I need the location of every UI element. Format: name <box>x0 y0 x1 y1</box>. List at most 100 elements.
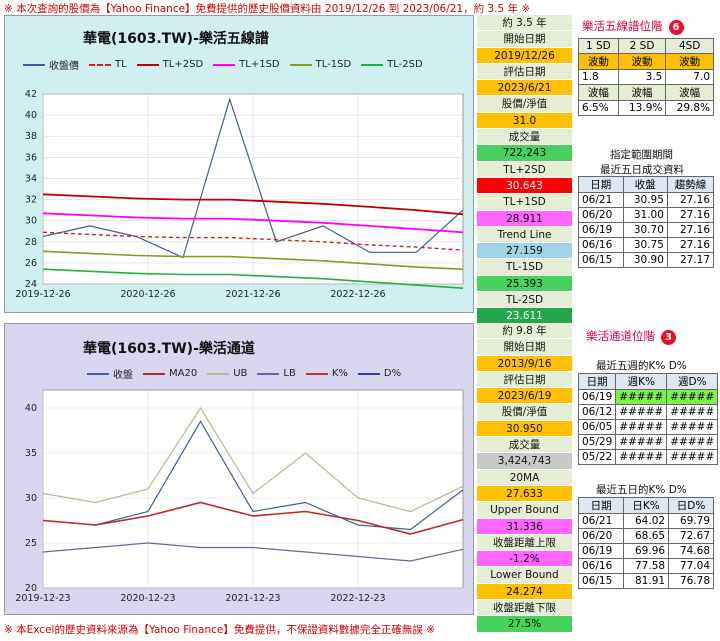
table-header: 日期 <box>577 497 625 514</box>
table-cell: 05/29 <box>577 434 617 450</box>
table-cell: 77.04 <box>668 558 714 574</box>
table-row: 06/21 30.95 27.16 <box>578 192 715 208</box>
five-line-info-cell: 股價/淨值 <box>477 96 572 113</box>
daily-kd-table: 日期 日K% 日D% 06/21 64.02 69.79 06/20 68.65 72.67 06… <box>577 497 714 589</box>
channel-level-title: 樂活通道位階 3 <box>586 328 676 345</box>
table-cell: ##### <box>615 419 668 435</box>
table-cell: 06/16 <box>578 237 624 253</box>
table-cell: 06/19 <box>578 222 624 238</box>
table-cell: 06/19 <box>577 389 617 405</box>
table-cell: ##### <box>666 449 719 465</box>
series-TL-1SD <box>42 250 464 270</box>
five-line-info-cell: 30.643 <box>477 177 572 195</box>
y-tick-label: 20 <box>25 583 37 594</box>
channel-info-cell: 開始日期 <box>477 339 572 356</box>
channel-info-cell: 27.633 <box>477 485 572 503</box>
y-tick-label: 34 <box>25 173 37 184</box>
table-row: 06/21 64.02 69.79 <box>577 513 714 529</box>
five-line-info-cell: 開始日期 <box>477 31 572 48</box>
five-line-info-cell: 25.393 <box>477 275 572 293</box>
channel-info-cell: 股價/淨值 <box>477 404 572 421</box>
series-收盤價 <box>42 97 464 259</box>
table-row: 06/20 68.65 72.67 <box>577 528 714 544</box>
channel-level-badge: 3 <box>661 330 676 345</box>
table-cell: 27.17 <box>666 252 715 268</box>
table-cell: 69.96 <box>623 543 670 559</box>
channel-info-cell: 評估日期 <box>477 371 572 389</box>
channel-info-column: 約 9.8 年開始日期 2013/9/16 評估日期 2023/6/19 股價/淨值 30… <box>477 323 572 633</box>
weekly-kd-title: 最近五週的K% D% <box>596 360 687 372</box>
series-MA20 <box>42 501 464 535</box>
five-line-chart: 華電(1603.TW)-樂活五線譜 收盤價 TL TL+2SD TL+1SD T… <box>4 15 474 313</box>
x-tick-label: 2021-12-23 <box>225 593 280 604</box>
chart2-title: 華電(1603.TW)-樂活通道 <box>83 341 255 357</box>
bottom-note: ※ 本Excel的歷史資料來源為【Yahoo Finance】免費提供，不保證資… <box>4 624 435 636</box>
legend-close: 收盤價 <box>23 57 79 72</box>
channel-info-cell: 成交量 <box>477 437 572 454</box>
legend-lb: LB <box>257 368 296 379</box>
channel-info-cell: Upper Bound <box>477 502 572 519</box>
table-cell: 06/20 <box>578 207 624 223</box>
table-cell: 30.90 <box>622 252 668 268</box>
five-line-info-cell: TL-1SD <box>477 259 572 276</box>
table-cell: 72.67 <box>668 528 714 544</box>
channel-info-cell: 2023/6/19 <box>477 388 572 405</box>
channel-info-cell: 31.336 <box>477 518 572 535</box>
table-row: 06/19 30.70 27.16 <box>578 222 715 238</box>
table-cell: 27.16 <box>666 192 715 208</box>
channel-info-cell: 收盤距離上限 <box>477 534 572 552</box>
channel-info-cell: -1.2% <box>477 551 572 568</box>
table-cell: 06/20 <box>577 528 625 544</box>
five-line-info-cell: 2023/6/21 <box>477 80 572 97</box>
y-tick-label: 30 <box>25 493 37 504</box>
five-line-info-cell: 722,243 <box>477 145 572 162</box>
series-TL+2SD <box>42 193 464 216</box>
table-row: 06/15 30.90 27.17 <box>578 252 715 268</box>
series-TL+1SD <box>42 212 464 234</box>
table-cell: ##### <box>666 434 719 450</box>
table-header: 日D% <box>668 497 714 514</box>
y-tick-label: 24 <box>25 279 37 290</box>
y-tick-label: 40 <box>25 110 37 121</box>
table-cell: 30.75 <box>622 237 668 253</box>
weekly-kd-table: 日期 週K% 週D% 06/19 ##### ##### 06/12 ##### ##### 06… <box>577 373 719 465</box>
table-cell: 76.78 <box>668 573 714 589</box>
table-cell: ##### <box>615 434 668 450</box>
legend-tl-minus2: TL-2SD <box>361 59 423 70</box>
table-cell: 64.02 <box>623 513 670 529</box>
table-cell: 74.68 <box>668 543 714 559</box>
chart1-title: 華電(1603.TW)-樂活五線譜 <box>83 31 269 47</box>
table-cell: 06/21 <box>578 192 624 208</box>
table-cell: 27.16 <box>666 237 715 253</box>
table-header: 趨勢線 <box>666 176 715 193</box>
five-line-info-cell: 約 3.5 年 <box>477 15 572 32</box>
channel-info-cell: 24.274 <box>477 583 572 601</box>
table-row: 05/22 ##### ##### <box>577 449 719 465</box>
table-cell: ##### <box>615 389 668 405</box>
table-cell: 30.70 <box>622 222 668 238</box>
table-row: 06/05 ##### ##### <box>577 419 719 435</box>
channel-info-cell: 2013/9/16 <box>477 355 572 372</box>
y-tick-label: 26 <box>25 258 37 269</box>
top-note: ※ 本次查詢的股價為【Yahoo Finance】免費提供的歷史股價資料由 20… <box>4 3 531 15</box>
legend-k: K% <box>305 368 348 379</box>
five-line-info-cell: 2019/12/26 <box>477 47 572 64</box>
five-line-info-cell: Trend Line <box>477 226 572 244</box>
series-LB <box>42 542 464 562</box>
five-line-info-cell: 評估日期 <box>477 63 572 81</box>
table-row: 05/29 ##### ##### <box>577 434 719 450</box>
channel-info-cell: Lower Bound <box>477 567 572 584</box>
y-tick-label: 32 <box>25 195 37 206</box>
table-row: 06/19 ##### ##### <box>577 389 719 405</box>
series-UB <box>42 406 464 513</box>
y-tick-label: 38 <box>25 131 37 142</box>
x-tick-label: 2021-12-26 <box>225 289 280 300</box>
channel-info-cell: 20MA <box>477 469 572 486</box>
channel-info-cell: 27.5% <box>477 616 572 633</box>
x-tick-label: 2022-12-26 <box>330 289 385 300</box>
table-cell: 06/05 <box>577 419 617 435</box>
legend-ma20: MA20 <box>143 368 197 379</box>
sd-table: 1 SD 2 SD 4SD 波動 波動 波動 1.8 3.5 7.0 波幅 波幅 波幅 6.5%… <box>578 38 714 116</box>
x-tick-label: 2020-12-26 <box>120 289 175 300</box>
